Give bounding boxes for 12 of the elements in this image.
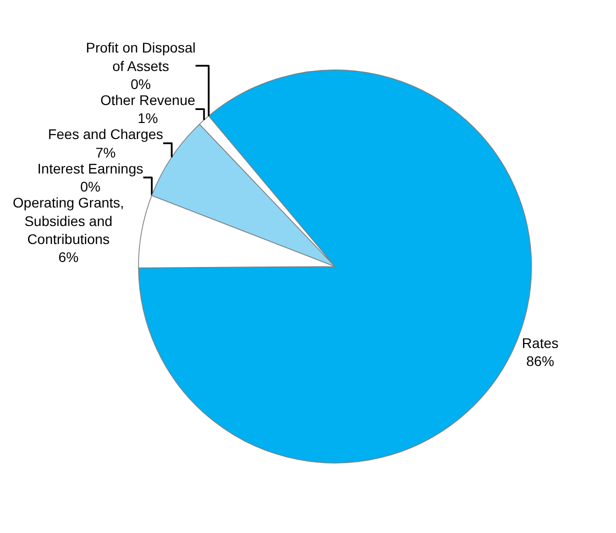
- slice-label: Other Revenue: [100, 92, 196, 108]
- slice-label: Operating Grants, Subsidies and Contributions: [12, 194, 124, 247]
- category-label: Interest Earnings: [37, 160, 144, 176]
- data-label: 86%: [526, 353, 554, 370]
- text: 0%: [80, 178, 100, 195]
- slice-label: Rates: [522, 334, 559, 351]
- category-label: Profit on Disposal of Assets: [86, 40, 196, 74]
- data-label: 1%: [138, 110, 158, 126]
- slice-label: Fees and Charges: [48, 126, 164, 142]
- data-label: 6%: [58, 249, 79, 266]
- data-label: 7%: [95, 144, 116, 160]
- text: 0%: [130, 76, 151, 92]
